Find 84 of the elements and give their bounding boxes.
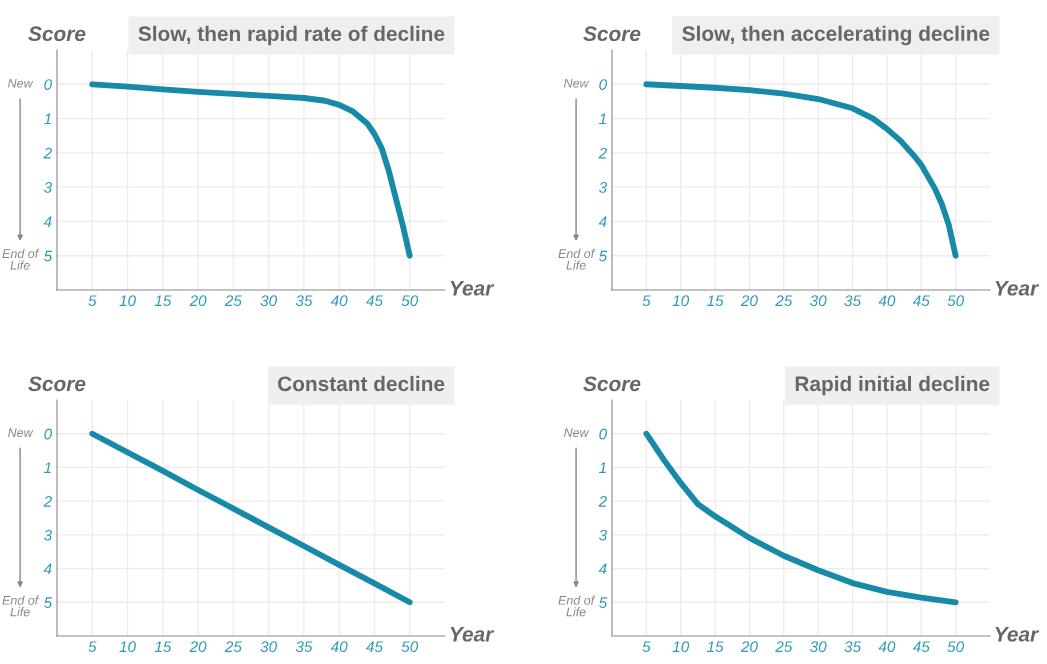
text: End of Life (2, 248, 40, 270)
y-tick-label: 2 (43, 147, 52, 159)
x-tick-label: 15 (706, 295, 724, 307)
x-axis-title: Year (995, 281, 1040, 296)
x-tick-label: 45 (366, 641, 383, 653)
y-tick-label: 4 (43, 563, 52, 575)
x-tick-label: 25 (224, 641, 242, 653)
x-tick-label: 40 (330, 295, 348, 307)
x-tick-label: 15 (706, 641, 724, 653)
x-tick-label: 45 (366, 295, 383, 307)
x-tick-label: 10 (119, 641, 136, 653)
x-tick-label: 10 (672, 295, 690, 307)
chart-title: Slow, then accelerating decline (682, 25, 990, 46)
x-tick-label: 40 (330, 641, 348, 653)
y-tick-label: 1 (599, 462, 606, 473)
y-tick-label: 2 (598, 496, 607, 507)
x-tick-label: 40 (878, 295, 896, 307)
y-tick-label: 3 (44, 182, 53, 193)
x-tick-label: 30 (260, 295, 278, 307)
y-axis-title: Score (583, 26, 641, 42)
y-axis-title: Score (583, 376, 641, 392)
text: New (8, 78, 34, 88)
y-tick-label: 1 (44, 462, 51, 473)
text: New (563, 78, 590, 88)
x-tick-label: 50 (947, 295, 965, 307)
y-axis-title: Score (28, 376, 86, 392)
x-tick-label: 25 (224, 295, 242, 307)
y-tick-label: 1 (44, 113, 51, 125)
x-tick-label: 35 (295, 641, 313, 653)
y-tick-label: 5 (43, 597, 53, 608)
x-tick-label: 30 (810, 295, 827, 307)
x-axis-title: Year (995, 627, 1040, 642)
y-tick-label: 5 (43, 250, 53, 262)
y-tick-label: 3 (599, 182, 608, 193)
y-tick-label: 1 (599, 113, 606, 125)
y-tick-label: 5 (598, 250, 608, 262)
text: End of Life (558, 248, 596, 270)
x-tick-label: 35 (844, 295, 862, 307)
y-tick-label: 0 (44, 428, 53, 440)
x-tick-label: 35 (295, 295, 313, 307)
x-tick-label: 20 (740, 641, 758, 653)
chart-title: Rapid initial decline (795, 375, 990, 396)
y-tick-label: 4 (598, 216, 607, 227)
y-tick-label: 4 (598, 563, 607, 575)
x-tick-label: 30 (260, 641, 278, 653)
x-tick-label: 40 (878, 641, 896, 653)
x-tick-label: 50 (947, 641, 965, 653)
x-axis-title: Year (450, 627, 495, 642)
y-tick-label: 2 (598, 147, 607, 159)
text: End of Life (2, 595, 40, 617)
y-tick-label: 3 (599, 529, 608, 541)
x-tick-label: 5 (642, 295, 651, 307)
x-tick-label: 30 (810, 641, 827, 653)
chart-title: Constant decline (278, 375, 445, 392)
x-tick-label: 5 (642, 641, 651, 653)
y-tick-label: 0 (44, 79, 53, 90)
text: End of Life (558, 595, 596, 617)
y-tick-label: 4 (43, 216, 52, 227)
x-tick-label: 10 (672, 641, 690, 653)
y-tick-label: 2 (43, 496, 52, 507)
y-tick-label: 0 (599, 79, 608, 90)
x-tick-label: 15 (154, 641, 172, 653)
y-tick-label: 0 (599, 428, 608, 440)
x-tick-label: 50 (401, 641, 419, 653)
x-tick-label: 50 (401, 295, 419, 307)
x-tick-label: 25 (775, 641, 793, 653)
x-tick-label: 20 (189, 295, 207, 307)
x-tick-label: 25 (775, 295, 793, 307)
x-axis-title: Year (450, 281, 495, 296)
x-tick-label: 35 (844, 641, 862, 653)
chart-title: Slow, then rapid rate of decline (138, 25, 445, 46)
x-tick-label: 15 (154, 295, 172, 307)
x-tick-label: 10 (119, 295, 136, 307)
text: New (563, 428, 590, 438)
x-tick-label: 45 (912, 295, 930, 307)
y-tick-label: 5 (598, 597, 608, 608)
x-tick-label: 5 (88, 295, 97, 307)
x-tick-label: 20 (189, 641, 207, 653)
y-tick-label: 3 (44, 529, 53, 541)
x-tick-label: 5 (88, 641, 97, 653)
x-tick-label: 20 (740, 295, 758, 307)
x-tick-label: 45 (912, 641, 930, 653)
y-axis-title: Score (28, 26, 86, 42)
text: New (8, 428, 34, 438)
